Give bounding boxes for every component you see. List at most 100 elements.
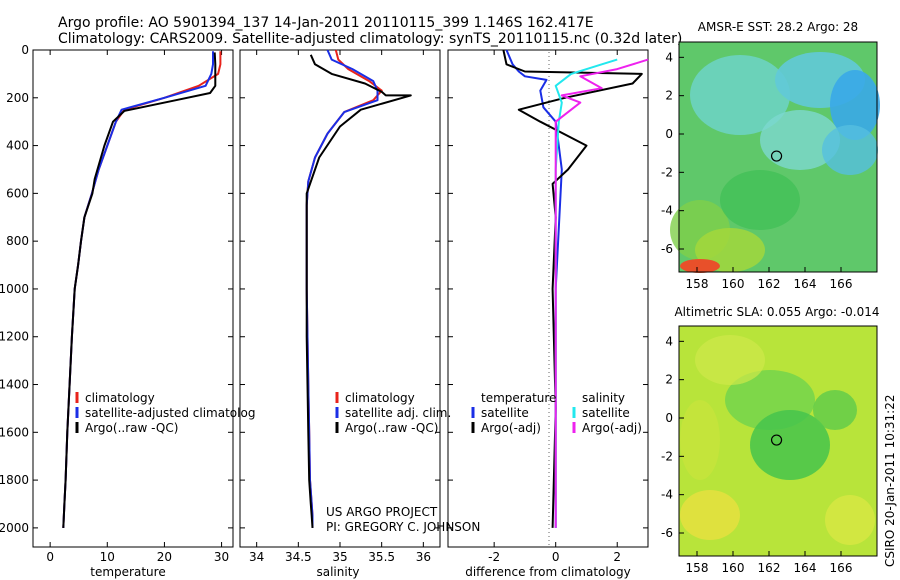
x-tick-label: 36 <box>416 550 431 564</box>
temperature-lines <box>62 51 222 528</box>
y-tick-label: 400 <box>6 139 29 153</box>
map-y-tick-label: -2 <box>661 449 673 463</box>
sst-map-frame <box>678 41 878 273</box>
x-tick-label: 0 <box>46 550 54 564</box>
map-y-tick-label: -2 <box>661 165 673 179</box>
map-y-tick-label: 4 <box>665 334 673 348</box>
map-y-tick-label: 0 <box>665 127 673 141</box>
map-colour-patch <box>750 410 830 480</box>
salinity-axes-frame <box>239 49 441 548</box>
x-tick-label: 30 <box>214 550 229 564</box>
y-tick-label: 1200 <box>0 330 29 344</box>
legend-label: Argo(-adj) <box>582 421 642 435</box>
map-colour-patch <box>680 259 720 273</box>
series-line-satellite <box>62 51 214 528</box>
map-x-tick-label: 162 <box>758 277 781 291</box>
x-tick-label: 2 <box>613 550 621 564</box>
legend-label: satellite <box>481 406 529 420</box>
y-tick-label: 1600 <box>0 425 29 439</box>
sst-map-ticks: 158 160 162 164 166 4 2 0 -2 -4 -6 <box>661 50 852 291</box>
temperature-xlabel: temperature <box>90 565 165 579</box>
x-tick-label: 10 <box>100 550 115 564</box>
series-line-salinity-argo-adj- <box>554 58 649 528</box>
csiro-credit: CSIRO 20-Jan-2011 10:31:22 <box>883 395 897 567</box>
map-x-tick-label: 164 <box>794 561 817 575</box>
y-tick-label: 1000 <box>0 282 29 296</box>
map-x-tick-label: 160 <box>722 277 745 291</box>
map-x-tick-label: 166 <box>830 277 853 291</box>
argo-float-marker <box>770 434 783 446</box>
y-tick-label: 600 <box>6 186 29 200</box>
series-line-argo <box>62 52 217 528</box>
x-tick-label: 20 <box>157 550 172 564</box>
y-tick-label: 2000 <box>0 521 29 535</box>
x-tick-label: 34 <box>249 550 264 564</box>
map-y-tick-label: 2 <box>665 89 673 103</box>
map-y-tick-label: -6 <box>661 242 673 256</box>
legend-label: Argo(-adj) <box>481 421 541 435</box>
map-colour-patch <box>822 125 878 175</box>
legend-label: salinity <box>582 391 625 405</box>
sla-map-title: Altimetric SLA: 0.055 Argo: -0.014 <box>674 305 879 319</box>
legend-label: satellite adj. clim. <box>345 406 451 420</box>
map-colour-patch <box>830 70 880 140</box>
sla-map-ticks: 158 160 162 164 166 4 2 0 -2 -4 -6 <box>661 334 852 575</box>
legend-label: Argo(..raw -QC) <box>85 421 178 435</box>
map-y-tick-label: 4 <box>665 50 673 64</box>
map-x-tick-label: 166 <box>830 561 853 575</box>
temperature-ticks: 0 10 20 30 0 200 400 600 800 1000 1200 1400 1600 1800… <box>0 43 233 564</box>
y-tick-label: 1800 <box>0 473 29 487</box>
sst-map-panel: AMSR-E SST: 28.2 Argo: 28 158 160 162 164 16… <box>661 20 880 291</box>
header-line-2: Climatology: CARS2009. Satellite-adjuste… <box>58 31 682 47</box>
map-y-tick-label: -6 <box>661 526 673 540</box>
salinity-ticks: 34 34.5 35 35.5 36 <box>240 49 440 564</box>
y-tick-label: 0 <box>21 43 29 57</box>
map-y-tick-label: 2 <box>665 373 673 387</box>
map-y-tick-label: -4 <box>661 204 673 218</box>
map-colour-patch <box>720 170 800 230</box>
legend-label: satellite-adjusted climatolog <box>85 406 255 420</box>
sla-map-frame <box>678 325 878 557</box>
map-colour-patch <box>680 400 720 480</box>
legend-label: satellite <box>582 406 630 420</box>
y-tick-label: 1400 <box>0 378 29 392</box>
difference-legend: temperaturesatelliteArgo(-adj)salinitysa… <box>471 391 642 435</box>
x-tick-label: 0 <box>552 550 560 564</box>
map-colour-patch <box>680 490 740 540</box>
x-tick-label: 34.5 <box>285 550 312 564</box>
temperature-axes-frame <box>32 49 234 548</box>
map-colour-patch <box>825 495 875 545</box>
legend-label: climatology <box>345 391 415 405</box>
x-tick-label: 35 <box>332 550 347 564</box>
difference-ticks: -2 0 2 <box>448 49 648 564</box>
map-y-tick-label: 0 <box>665 411 673 425</box>
legend-label: Argo(..raw -QC) <box>345 421 438 435</box>
y-tick-label: 200 <box>6 91 29 105</box>
series-line-satellite <box>305 49 379 528</box>
sla-map-panel: Altimetric SLA: 0.055 Argo: -0.014 158 16… <box>661 305 880 575</box>
series-line-salinity-satellite <box>554 58 618 528</box>
x-tick-label: -2 <box>488 550 500 564</box>
series-line-climatology <box>305 49 383 528</box>
sst-map-title: AMSR-E SST: 28.2 Argo: 28 <box>698 20 858 34</box>
salinity-lines <box>305 49 412 528</box>
series-line-climatology <box>62 51 222 528</box>
map-x-tick-label: 164 <box>794 277 817 291</box>
difference-lines <box>502 49 649 528</box>
legend-label: temperature <box>481 391 556 405</box>
legend-label: climatology <box>85 391 155 405</box>
map-x-tick-label: 158 <box>686 561 709 575</box>
map-x-tick-label: 162 <box>758 561 781 575</box>
salinity-xlabel: salinity <box>316 565 359 579</box>
y-tick-label: 800 <box>6 234 29 248</box>
header-line-1: Argo profile: AO 5901394_137 14-Jan-2011… <box>58 15 594 31</box>
difference-panel: -2 0 2 temperaturesatelliteArgo(-adj)salin… <box>447 49 649 579</box>
project-credit: US ARGO PROJECT <box>326 505 438 519</box>
map-colour-patch <box>695 335 765 385</box>
map-x-tick-label: 160 <box>722 561 745 575</box>
x-tick-label: 35.5 <box>368 550 395 564</box>
